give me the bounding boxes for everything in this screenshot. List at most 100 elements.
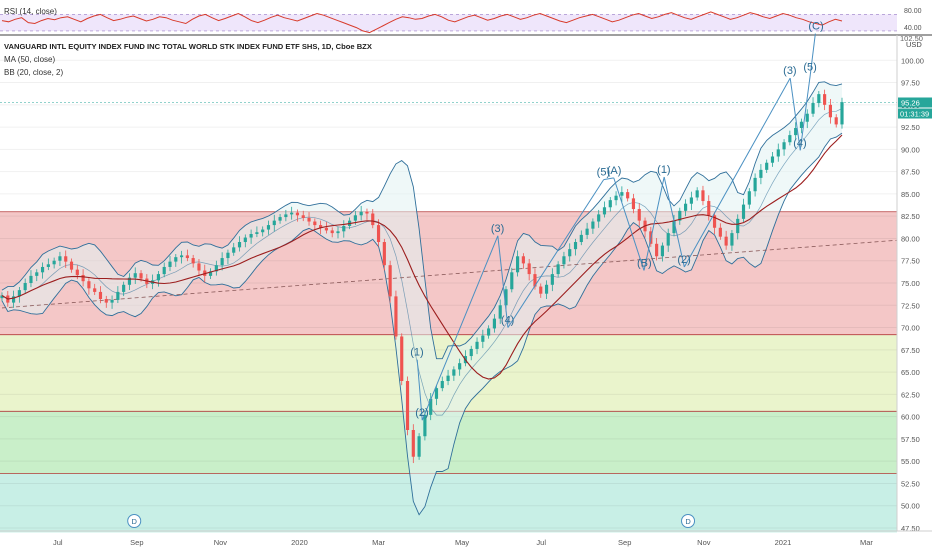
dividend-marker-circle bbox=[681, 514, 696, 528]
candle-body bbox=[23, 283, 27, 291]
elliott-wave-label[interactable]: (B) bbox=[637, 258, 652, 270]
candle-body bbox=[394, 296, 398, 337]
candle-body bbox=[434, 388, 439, 399]
elliott-wave-segment[interactable] bbox=[507, 179, 605, 328]
elliott-wave-segment[interactable] bbox=[416, 359, 423, 421]
candle-body bbox=[243, 237, 247, 243]
elliott-wave-label[interactable]: (4) bbox=[793, 137, 806, 149]
dividend-marker[interactable]: D bbox=[127, 514, 142, 528]
price-tick-label: 85.00 bbox=[901, 190, 920, 199]
rsi-tick-label: 40.00 bbox=[904, 25, 922, 32]
zone-band bbox=[0, 473, 897, 533]
candle-body bbox=[794, 127, 798, 136]
price-tick-label: 62.50 bbox=[901, 390, 920, 399]
candle-body bbox=[400, 336, 404, 381]
elliott-wave-label[interactable]: (2) bbox=[677, 254, 690, 266]
price-axis-top-cut-label: 102.50 bbox=[900, 34, 923, 43]
candle-body bbox=[272, 220, 276, 226]
dashed-trendline[interactable] bbox=[1, 239, 898, 309]
candle-body bbox=[747, 191, 751, 205]
price-tick-label: 82.50 bbox=[901, 212, 920, 221]
price-tick-label: 90.00 bbox=[901, 145, 920, 154]
price-tick-label: 87.50 bbox=[901, 168, 920, 177]
elliott-wave-label[interactable]: (5) bbox=[803, 62, 816, 74]
price-tick-label: 100.00 bbox=[901, 56, 924, 65]
candle-body bbox=[382, 242, 386, 266]
candle-body bbox=[295, 212, 300, 216]
candle-body bbox=[278, 217, 282, 221]
candle-body bbox=[730, 233, 734, 246]
candle-body bbox=[504, 289, 508, 306]
elliott-wave-label[interactable]: (3) bbox=[491, 223, 504, 235]
rsi-panel[interactable]: RSI (14, close) 80.00 40.00 bbox=[0, 7, 932, 36]
elliott-wave-label[interactable]: (2) bbox=[415, 407, 428, 419]
candle-body bbox=[562, 256, 566, 265]
time-tick-label: 2021 bbox=[775, 538, 792, 547]
elliott-wave-label[interactable]: (1) bbox=[410, 347, 423, 359]
candle-body bbox=[29, 275, 33, 283]
elliott-wave-drawings[interactable]: (1)(2)(3)(4)(5)(A)(B)(1)(2)(3)(4)(5)(C) bbox=[410, 21, 824, 421]
candle-body bbox=[249, 234, 253, 238]
elliott-wave-label[interactable]: (C) bbox=[808, 21, 823, 33]
candle-body bbox=[556, 264, 560, 275]
candle-body bbox=[591, 221, 595, 229]
price-tick-label: 77.50 bbox=[901, 257, 920, 266]
elliott-wave-segment[interactable] bbox=[809, 33, 816, 75]
candle-body bbox=[533, 274, 537, 287]
elliott-wave-label[interactable]: (4) bbox=[501, 315, 514, 327]
price-candles bbox=[0, 89, 844, 464]
candle-body bbox=[69, 261, 74, 270]
price-tick-label: 72.50 bbox=[901, 301, 920, 310]
candle-body bbox=[573, 242, 578, 250]
legend-ma: MA (50, close) bbox=[4, 55, 55, 64]
price-tick-label: 50.00 bbox=[901, 502, 920, 511]
last-price-badge-bg bbox=[898, 97, 932, 108]
price-tick-label: 67.50 bbox=[901, 346, 920, 355]
elliott-wave-label[interactable]: (5) bbox=[597, 167, 610, 179]
candle-body bbox=[469, 348, 473, 357]
price-tick-label: 47.50 bbox=[901, 524, 920, 533]
elliott-wave-segment[interactable] bbox=[663, 176, 685, 268]
elliott-wave-segment[interactable] bbox=[421, 235, 499, 421]
candle-body bbox=[492, 318, 496, 329]
countdown-badge-bg bbox=[898, 108, 932, 119]
elliott-wave-label[interactable]: (1) bbox=[657, 164, 670, 176]
price-axis[interactable]: USD 102.50 100.0097.5095.0092.5090.0087.… bbox=[896, 34, 932, 533]
time-tick-label: May bbox=[455, 538, 469, 547]
dividend-marker-circle bbox=[127, 514, 142, 528]
elliott-wave-label[interactable]: (A) bbox=[607, 165, 622, 177]
candle-body bbox=[87, 281, 91, 289]
time-tick-label: Jul bbox=[53, 538, 63, 547]
elliott-wave-segment[interactable] bbox=[613, 177, 645, 271]
candle-body bbox=[75, 269, 79, 275]
time-axis[interactable]: Jul Sep Nov 2020 Mar May Jul Sep Nov 2021 Mar bbox=[53, 538, 873, 547]
time-tick-label: 2020 bbox=[291, 538, 308, 547]
elliott-wave-segment[interactable] bbox=[643, 176, 665, 271]
candle-body bbox=[823, 94, 827, 105]
candle-body bbox=[544, 284, 549, 294]
candle-body bbox=[481, 335, 485, 342]
elliott-wave-segment[interactable] bbox=[683, 77, 791, 268]
elliott-wave-segment[interactable] bbox=[603, 177, 614, 181]
candle-body bbox=[12, 296, 16, 303]
price-tick-label: 97.50 bbox=[901, 79, 920, 88]
elliott-wave-label[interactable]: (3) bbox=[783, 65, 796, 77]
candle-body bbox=[834, 117, 838, 125]
candle-body bbox=[498, 305, 502, 319]
candle-body bbox=[417, 436, 421, 457]
elliott-wave-segment[interactable] bbox=[789, 78, 801, 151]
candle-body bbox=[672, 220, 676, 234]
elliott-wave-segment[interactable] bbox=[497, 235, 509, 328]
elliott-wave-segment[interactable] bbox=[799, 74, 811, 151]
candle-body bbox=[539, 286, 543, 294]
dividend-markers[interactable]: DDDDDDD bbox=[127, 514, 932, 528]
rsi-label: RSI (14, close) bbox=[4, 7, 57, 16]
candle-body bbox=[788, 135, 792, 143]
candle-body bbox=[110, 299, 114, 303]
candle-body bbox=[782, 142, 786, 150]
dividend-marker[interactable]: D bbox=[681, 514, 696, 528]
candle-body bbox=[828, 104, 832, 118]
moving-average-line bbox=[1, 134, 843, 380]
candle-body bbox=[452, 369, 456, 376]
